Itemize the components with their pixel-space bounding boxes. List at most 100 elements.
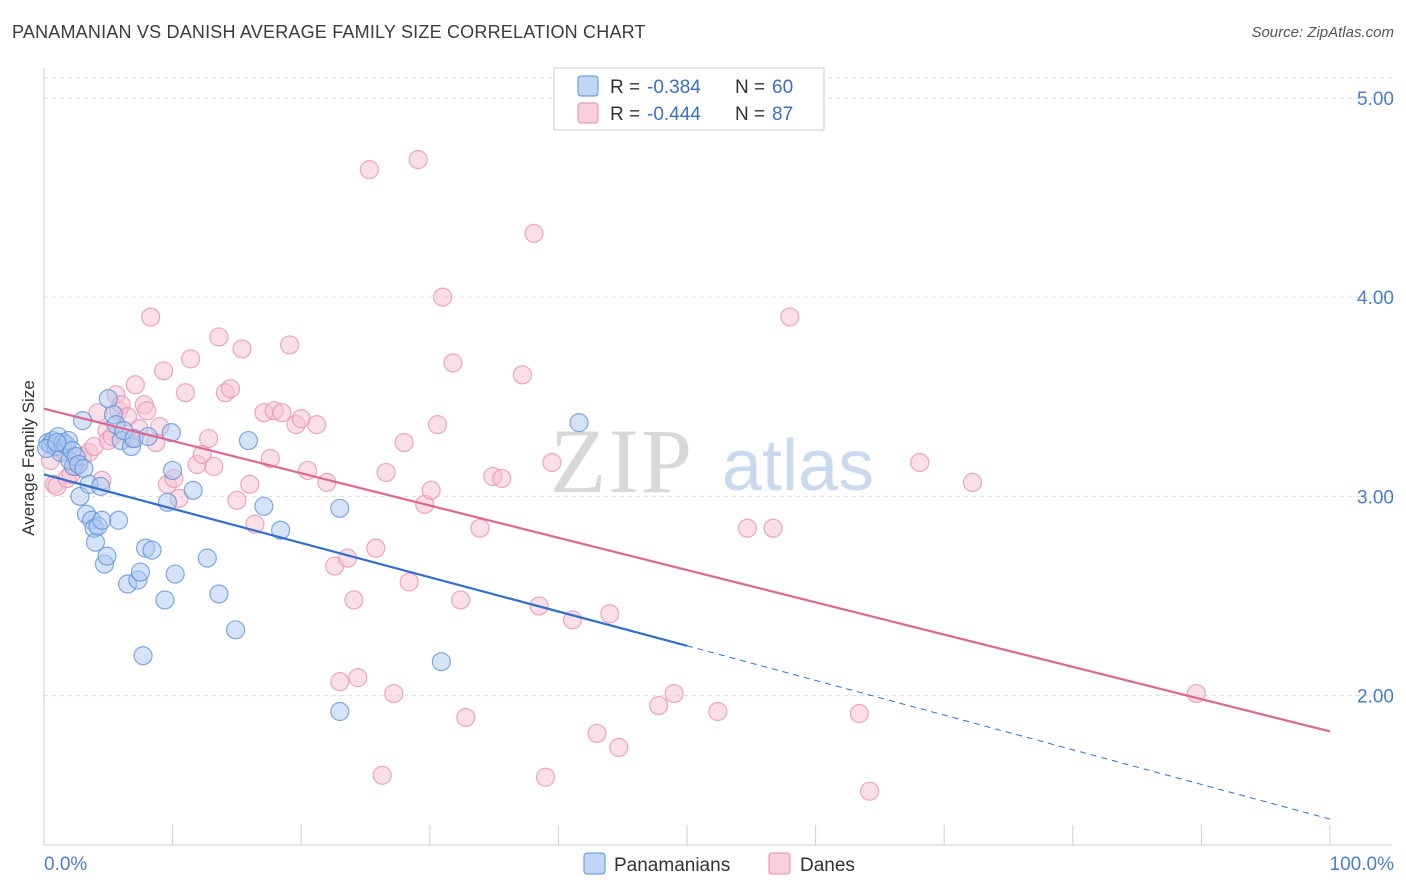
legend-bottom-label-danes: Danes (800, 855, 855, 876)
dane-point-20 (125, 375, 145, 395)
panamanian-point-49 (209, 584, 229, 604)
panamanian-point-41 (142, 540, 162, 560)
panamanian-point-57 (569, 413, 589, 433)
legend-n-value-danes: 87 (772, 104, 793, 125)
dane-point-83 (609, 737, 629, 757)
dane-point-76 (492, 468, 512, 489)
dane-point-72 (451, 590, 471, 610)
dane-point-37 (209, 327, 229, 347)
dane-point-69 (427, 415, 448, 435)
dane-point-36 (204, 456, 224, 477)
dane-point-90 (910, 452, 930, 473)
panamanian-point-53 (271, 520, 291, 540)
trend-line-panamanians-extrapolated (686, 645, 1331, 820)
legend-bottom-swatch-danes (768, 852, 791, 875)
dane-point-74 (470, 518, 490, 538)
dane-point-78 (524, 223, 544, 243)
dane-point-48 (280, 335, 300, 355)
panamanian-point-24 (92, 510, 112, 530)
panamanian-point-46 (165, 564, 185, 584)
panamanian-point-37 (130, 562, 151, 582)
panamanian-point-51 (238, 430, 259, 451)
panamanian-point-55 (330, 701, 350, 722)
dane-point-31 (175, 383, 196, 403)
legend-r-value-panamanians: -0.384 (647, 77, 701, 98)
dane-point-32 (181, 349, 201, 369)
trend-lines (43, 407, 1331, 820)
legend-r-value-danes: -0.444 (647, 104, 701, 125)
dane-point-64 (394, 432, 414, 453)
dane-point-81 (542, 452, 562, 473)
panamanian-point-27 (98, 389, 118, 409)
legend-r-label-panamanians: R = (610, 77, 640, 98)
dane-point-85 (664, 683, 684, 704)
panamanian-point-45 (163, 460, 183, 481)
x-tick-label-max: 100.0% (1330, 854, 1395, 875)
trend-line-danes (43, 407, 1331, 733)
panamanian-point-50 (226, 620, 246, 640)
legend-r-label-danes: R = (610, 104, 640, 125)
dane-point-91 (962, 472, 983, 492)
dane-point-24 (141, 307, 161, 327)
dane-point-77 (512, 365, 532, 385)
panamanian-point-26 (97, 546, 117, 566)
dane-point-27 (153, 361, 174, 381)
dane-point-84 (649, 695, 669, 716)
panamanian-point-47 (183, 480, 203, 500)
legend-n-value-panamanians: 60 (772, 77, 793, 98)
dane-point-42 (240, 474, 260, 494)
dane-point-95 (708, 701, 728, 722)
legend-n-label-panamanians: N = (735, 77, 765, 98)
trend-line-panamanians (43, 473, 688, 647)
data-points (36, 150, 1206, 801)
dane-point-40 (227, 490, 247, 510)
legend-bottom-swatch-panamanians (583, 852, 606, 875)
dane-point-39 (220, 379, 241, 399)
legend-swatch-panamanians (577, 75, 599, 97)
grid-lines (44, 77, 1392, 697)
dane-point-73 (456, 707, 476, 728)
legend-top: R = -0.384 N = 60 R = -0.444 N = 87 (553, 67, 825, 131)
dane-point-57 (344, 590, 364, 610)
legend-bottom: Panamanians Danes (583, 852, 855, 876)
dane-point-58 (348, 668, 368, 688)
dane-point-86 (737, 518, 758, 538)
panamanian-point-48 (197, 548, 217, 568)
chart-title: PANAMANIAN VS DANISH AVERAGE FAMILY SIZE… (12, 22, 646, 42)
dane-point-61 (372, 765, 392, 785)
dane-point-41 (232, 339, 252, 359)
dane-point-96 (763, 518, 783, 538)
source-credit: Source: ZipAtlas.com (1251, 24, 1394, 41)
y-tick-label-3: 5.00 (1357, 89, 1394, 110)
x-tick-label-min: 0.0% (44, 854, 87, 875)
zipatlas-watermark: ZIP atlas (550, 410, 874, 512)
panamanian-point-52 (254, 496, 274, 516)
legend-bottom-label-panamanians: Panamanians (614, 855, 730, 876)
panamanian-point-54 (330, 498, 350, 518)
dane-point-35 (199, 428, 219, 449)
legend-top-box (553, 67, 825, 131)
panamanian-point-38 (133, 646, 153, 666)
legend-swatch-danes (577, 102, 599, 124)
dane-point-23 (137, 401, 157, 421)
y-tick-label-2: 4.00 (1357, 288, 1394, 309)
dane-point-94 (600, 604, 620, 624)
panamanian-point-23 (90, 476, 111, 496)
dane-point-68 (421, 480, 441, 500)
dane-point-60 (366, 538, 386, 558)
dane-point-66 (408, 150, 428, 170)
x-tick-labels: 0.0% 100.0% (44, 854, 1394, 875)
dane-point-93 (587, 723, 607, 744)
dane-point-63 (384, 683, 404, 704)
dane-point-70 (433, 287, 453, 307)
panamanian-point-30 (108, 510, 129, 530)
dane-point-62 (376, 462, 396, 483)
axes (43, 68, 1392, 846)
dane-point-52 (307, 415, 327, 435)
dane-point-87 (780, 307, 800, 327)
dane-point-45 (260, 448, 280, 469)
dane-point-89 (860, 781, 880, 801)
dane-point-55 (330, 672, 350, 692)
panamanian-point-42 (155, 590, 175, 610)
